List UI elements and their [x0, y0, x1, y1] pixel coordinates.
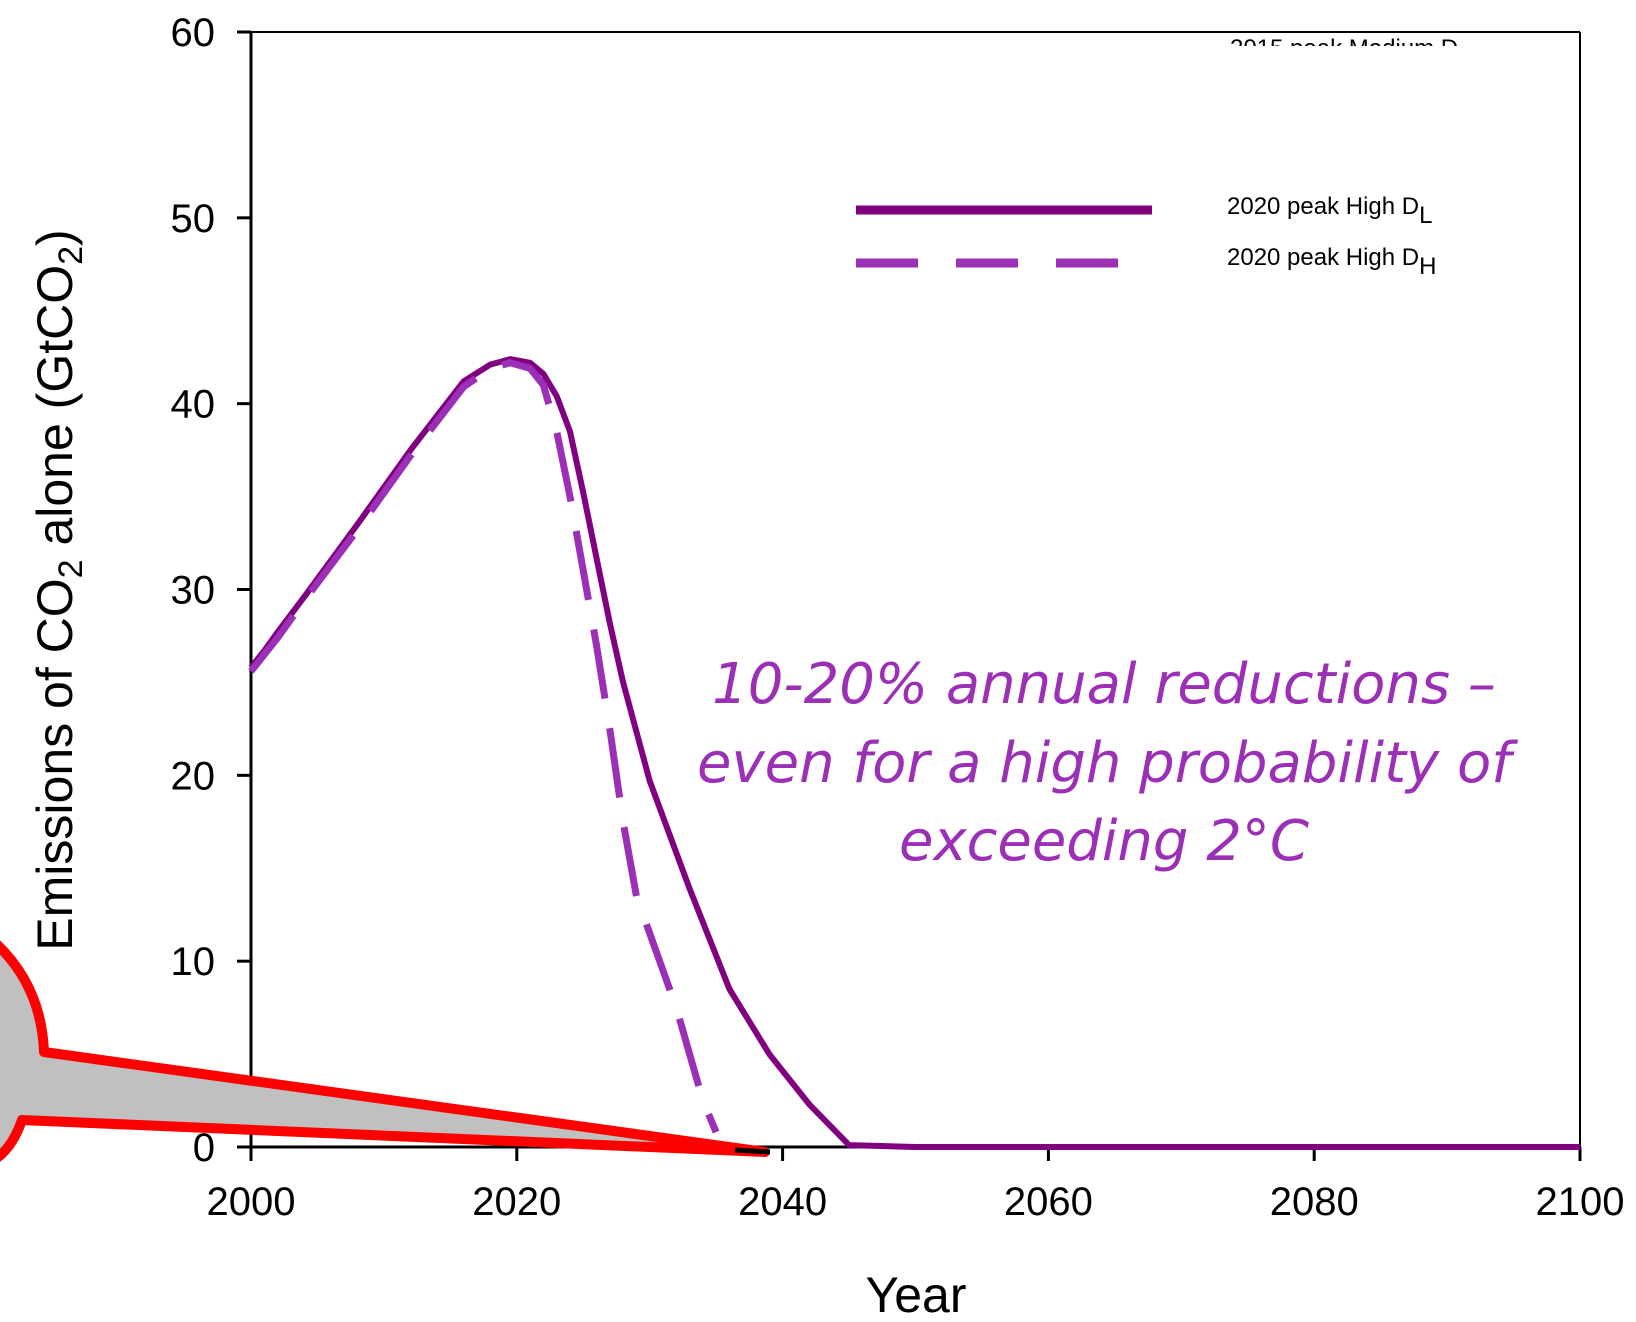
partial-legend-text: 2015 peak Medium D — [1230, 35, 1458, 62]
annotation: 10-20% annual reductions – even for a hi… — [697, 652, 1518, 874]
y-tick-label: 40 — [171, 383, 216, 427]
callout-tip-mark — [734, 1147, 771, 1155]
y-tick-label: 50 — [171, 197, 216, 241]
annotation-line-2: even for a high probability of — [697, 731, 1518, 796]
series-layer — [248, 356, 1580, 1150]
annotation-line-3: exceeding 2°C — [899, 809, 1309, 874]
x-tick-label: 2020 — [472, 1180, 561, 1224]
legend: 2020 peak High DL 2020 peak High DH — [856, 193, 1436, 280]
y-axis-title: Emissions of CO2 alone (GtCO2) — [27, 229, 90, 950]
legend-label-solid: 2020 peak High DL — [1227, 193, 1433, 229]
x-tick-label: 2080 — [1270, 1180, 1359, 1224]
x-tick-label: 2100 — [1536, 1180, 1625, 1224]
y-tick-label: 30 — [171, 569, 216, 613]
x-tick-label: 2060 — [1004, 1180, 1093, 1224]
annotation-line-1: 10-20% annual reductions – — [712, 652, 1496, 717]
series-line-dashed — [248, 359, 720, 1134]
x-axis-ticks: 2000 2020 2040 2060 2080 2100 — [207, 1147, 1625, 1224]
callout-shape — [0, 940, 771, 1162]
y-tick-label: 10 — [171, 940, 216, 984]
y-axis-ticks: 0 10 20 30 40 50 60 — [171, 11, 251, 1170]
x-tick-label: 2040 — [738, 1180, 827, 1224]
y-tick-label: 0 — [193, 1126, 215, 1170]
y-tick-label: 20 — [171, 754, 216, 798]
legend-label-dashed: 2020 peak High DH — [1227, 244, 1436, 280]
x-axis-title: Year — [865, 1267, 966, 1322]
y-tick-label: 60 — [171, 11, 216, 55]
partial-legend-entry: 2015 peak Medium D — [1230, 35, 1458, 62]
x-tick-label: 2000 — [207, 1180, 296, 1224]
callout-pointer — [0, 940, 770, 1162]
